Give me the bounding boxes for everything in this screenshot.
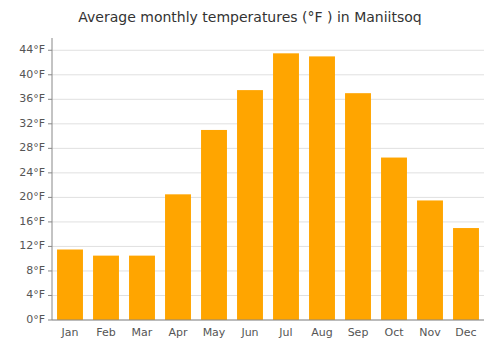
y-axis: 0°F 4°F 8°F 12°F 16°F 20°F 24°F 28°F 32°F 36°F 40°…	[19, 43, 52, 326]
y-tick-label: 8°F	[26, 264, 45, 277]
y-tick	[48, 99, 52, 100]
grid-line	[52, 123, 484, 124]
x-axis: Jan Feb Mar Apr May Jun Jul Aug Sep Oct Nov Dec	[61, 326, 477, 339]
y-tick-label: 40°F	[19, 68, 45, 81]
y-tick	[48, 148, 52, 149]
bar	[57, 250, 83, 321]
y-tick	[48, 221, 52, 222]
y-axis-line	[52, 38, 53, 320]
bar	[345, 93, 371, 320]
x-tick-label: Jan	[61, 326, 79, 339]
grid-line	[52, 148, 484, 149]
chart-container: 0°F 4°F 8°F 12°F 16°F 20°F 24°F 28°F 32°F 36°F 40°…	[0, 0, 500, 350]
chart: 0°F 4°F 8°F 12°F 16°F 20°F 24°F 28°F 32°F 36°F 40°…	[0, 0, 500, 350]
x-tick-label: Aug	[311, 326, 332, 339]
x-axis-line	[52, 320, 484, 321]
grid-line	[52, 99, 484, 100]
y-tick	[48, 50, 52, 51]
x-tick-label: May	[203, 326, 226, 339]
x-tick-label: Feb	[96, 326, 115, 339]
x-tick-label: Jun	[240, 326, 258, 339]
y-tick-label: 24°F	[19, 166, 45, 179]
y-tick	[48, 172, 52, 173]
bar	[201, 130, 227, 320]
bar	[93, 256, 119, 320]
y-tick-label: 12°F	[19, 239, 45, 252]
x-tick-label: Nov	[419, 326, 441, 339]
bar	[237, 90, 263, 320]
bar	[417, 200, 443, 320]
y-tick-label: 16°F	[19, 215, 45, 228]
y-tick	[48, 74, 52, 75]
bars	[57, 53, 479, 320]
y-tick-label: 28°F	[19, 141, 45, 154]
bar	[453, 228, 479, 320]
y-tick-label: 4°F	[26, 288, 45, 301]
x-tick-label: Oct	[384, 326, 404, 339]
bar	[129, 256, 155, 320]
grid-line	[52, 172, 484, 173]
y-tick-label: 0°F	[26, 313, 45, 326]
bar	[309, 56, 335, 320]
grid-line	[52, 320, 484, 321]
bar	[381, 158, 407, 320]
y-tick	[48, 270, 52, 271]
y-tick	[48, 197, 52, 198]
x-tick-label: Jul	[278, 326, 292, 339]
y-tick	[48, 320, 52, 321]
y-tick	[48, 123, 52, 124]
y-tick	[48, 246, 52, 247]
bar	[165, 194, 191, 320]
grid	[52, 50, 484, 320]
title: Average monthly temperatures (°F ) in Ma…	[78, 9, 421, 25]
grid-line	[52, 74, 484, 75]
y-tick	[48, 295, 52, 296]
y-tick-label: 44°F	[19, 43, 45, 56]
x-tick-label: Apr	[168, 326, 188, 339]
x-tick-label: Dec	[455, 326, 476, 339]
y-tick-label: 36°F	[19, 92, 45, 105]
x-tick-label: Mar	[132, 326, 153, 339]
y-tick-label: 32°F	[19, 117, 45, 130]
grid-line	[52, 197, 484, 198]
grid-line	[52, 50, 484, 51]
y-tick-label: 20°F	[19, 190, 45, 203]
x-tick-label: Sep	[348, 326, 369, 339]
bar	[273, 53, 299, 320]
